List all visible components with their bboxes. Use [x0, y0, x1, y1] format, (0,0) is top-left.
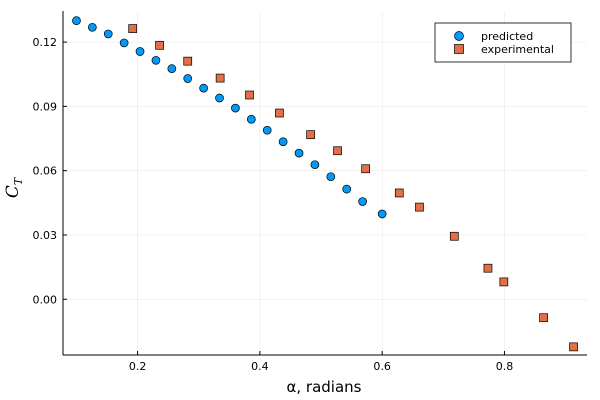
data-point-predicted [103, 29, 113, 39]
data-point-experimental [275, 108, 284, 118]
data-point-predicted [119, 38, 129, 48]
data-point-predicted [72, 16, 81, 25]
data-point-experimental [128, 24, 138, 33]
data-point-predicted [151, 55, 161, 65]
data-point-predicted [310, 160, 320, 170]
data-point-predicted [294, 148, 304, 158]
data-point-experimental [499, 277, 509, 287]
y-tick-label: 0.03 [33, 229, 58, 242]
data-point-predicted [167, 64, 177, 74]
y-tick-label: 0.09 [33, 100, 58, 113]
x-tick-label: 0.2 [129, 360, 147, 373]
data-point-predicted [183, 74, 193, 83]
legend-marker-predicted [454, 31, 464, 41]
data-point-predicted [326, 172, 336, 182]
y-axis-label-subscript: T [12, 176, 25, 185]
data-point-predicted [358, 197, 367, 206]
legend-box [434, 22, 572, 63]
y-axis-label-main: C [3, 185, 23, 198]
data-point-predicted [278, 137, 288, 147]
legend: predicted experimental [434, 22, 572, 63]
x-tick-label: 0.4 [251, 360, 269, 373]
y-tick-label: 0.00 [33, 293, 58, 306]
y-axis-label: CT [3, 176, 25, 198]
data-point-experimental [215, 73, 225, 83]
x-tick-label: 0.8 [496, 360, 514, 373]
legend-label-predicted: predicted [481, 30, 533, 43]
data-point-experimental [415, 202, 424, 212]
data-point-predicted [199, 83, 208, 93]
legend-label-experimental: experimental [481, 43, 554, 56]
axis-layer [62, 11, 587, 356]
series-experimental [128, 24, 578, 352]
x-tick-label: 0.6 [373, 360, 391, 373]
data-point-experimental [306, 130, 315, 140]
data-point-experimental [394, 188, 404, 198]
data-point-experimental [539, 313, 548, 323]
series-layer [72, 16, 578, 352]
grid-layer [63, 11, 587, 355]
data-point-experimental [569, 342, 578, 352]
data-point-experimental [361, 164, 371, 174]
y-tick-label: 0.06 [33, 165, 58, 178]
data-point-experimental [333, 146, 342, 156]
data-point-predicted [262, 125, 272, 135]
data-point-experimental [449, 231, 459, 241]
y-tick-label: 0.12 [33, 36, 58, 49]
data-point-experimental [245, 90, 254, 100]
data-point-experimental [183, 56, 193, 66]
x-axis-label: α, radians [287, 378, 362, 396]
data-point-experimental [483, 263, 493, 273]
tick-label-layer: 0.2 0.4 0.6 0.8 0.00 0.03 0.06 0.09 0.12 [33, 36, 514, 373]
svg-text:CT: CT [3, 176, 25, 198]
data-point-predicted [215, 93, 224, 103]
legend-marker-experimental [454, 44, 464, 54]
data-point-experimental [155, 40, 164, 50]
series-predicted [72, 16, 387, 219]
data-point-predicted [377, 209, 387, 219]
data-point-predicted [246, 114, 256, 124]
data-point-predicted [342, 184, 352, 194]
data-point-predicted [87, 22, 97, 32]
data-point-predicted [231, 103, 240, 113]
data-point-predicted [135, 47, 145, 56]
